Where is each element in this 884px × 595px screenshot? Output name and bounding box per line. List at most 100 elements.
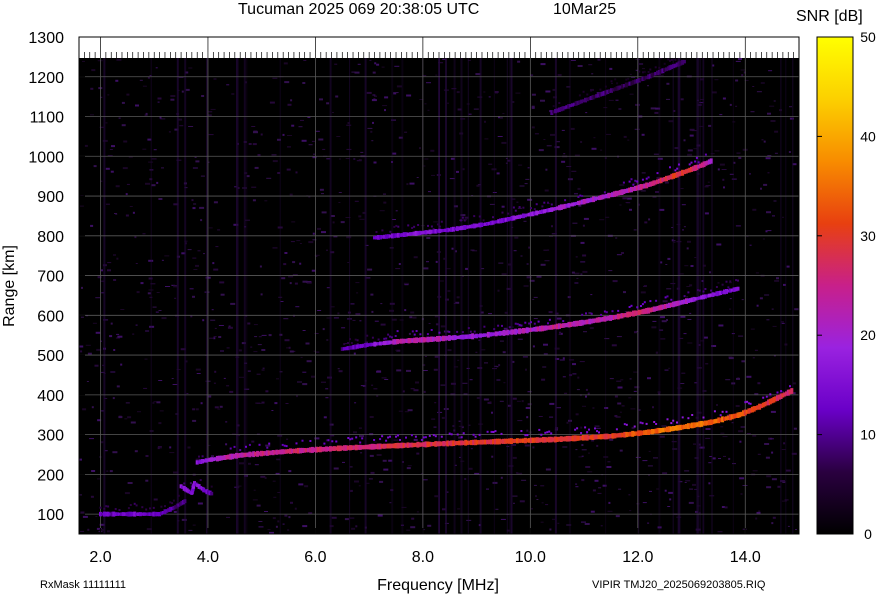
noise-pixel [254,336,258,338]
noise-pixel [655,351,658,354]
noise-pixel [106,530,110,533]
trace-halo [407,224,410,227]
noise-pixel [653,457,658,459]
noise-pixel [213,78,217,80]
trace-dab [453,227,457,231]
trace-halo [524,321,527,324]
noise-pixel [272,517,276,520]
trace-halo [550,203,553,206]
noise-pixel [737,377,740,380]
noise-pixel [102,364,105,366]
trace-dab [541,437,545,443]
trace-dab [305,448,308,453]
noise-pixel [109,149,113,150]
noise-pixel [458,425,464,427]
y-tick-label: 300 [37,428,64,445]
trace-dab [363,343,367,348]
trace-dab [459,225,463,231]
noise-pixel [194,156,197,158]
trace-dab [227,454,231,460]
trace-dab [688,423,692,429]
noise-pixel [738,58,742,60]
noise-pixel [107,94,110,96]
noise-pixel [261,401,265,404]
noise-pixel [159,116,162,119]
noise-pixel [512,397,517,400]
trace-dab [338,445,342,452]
trace-halo [281,443,284,446]
noise-pixel [760,187,762,190]
noise-pixel [465,267,469,270]
trace-dab [490,332,494,337]
noise-pixel [541,502,544,504]
noise-pixel [744,79,749,81]
noise-pixel [202,319,205,322]
trace-halo [670,298,673,301]
trace-dab [613,87,617,91]
noise-pixel [699,446,705,449]
trace-dab [728,288,732,293]
trace-halo [483,325,486,328]
noise-pixel [461,426,464,429]
plot-frame [78,36,800,535]
noise-pixel [86,381,89,382]
trace-dab [388,234,392,238]
trace-halo [681,416,684,419]
noise-pixel [346,236,352,239]
noise-pixel [659,329,664,331]
trace-halo [639,421,642,424]
trace-dab [516,215,520,219]
noise-pixel [181,90,184,93]
noise-pixel [451,88,457,90]
noise-pixel [735,105,738,107]
trace-dab [630,186,633,193]
trace-halo [710,289,713,292]
noise-pixel [678,273,684,275]
noise-pixel [158,310,162,311]
noise-pixel [99,523,105,526]
noise-pixel [370,293,374,296]
trace-dab [172,505,176,510]
noise-pixel [551,233,557,235]
noise-column [184,58,187,534]
trace-dab [628,187,632,193]
trace-dab [768,398,772,405]
trace-dab [544,325,548,331]
noise-pixel [440,384,446,386]
trace-dab [455,335,459,340]
y-tick-label: 1300 [28,30,64,47]
noise-pixel [700,340,705,342]
trace-dab [168,506,172,512]
trace-halo [356,339,359,342]
trace-dab [506,329,510,336]
trace-dab [557,436,561,442]
trace-dab [738,412,742,418]
trace-dab [584,319,588,325]
trace-halo [576,427,579,430]
noise-pixel [519,500,525,503]
noise-pixel [684,470,690,472]
trace-dab [513,438,517,443]
noise-pixel [286,347,290,349]
trace-dab [700,420,704,427]
noise-pixel [117,335,123,338]
noise-pixel [106,470,109,472]
noise-pixel [708,482,711,485]
trace-dab [698,296,702,300]
noise-pixel [321,231,326,234]
noise-pixel [516,400,521,402]
noise-pixel [781,322,785,324]
noise-pixel [549,528,552,531]
noise-pixel [757,382,761,385]
trace-dab [451,335,455,341]
trace-dab [229,453,233,460]
noise-pixel [395,210,398,212]
trace-dab [492,332,496,336]
noise-pixel [256,373,261,375]
noise-pixel [220,350,224,352]
trace-dab [531,437,535,443]
trace-dab [519,438,523,443]
noise-pixel [312,156,317,159]
trace-dab [488,332,492,337]
